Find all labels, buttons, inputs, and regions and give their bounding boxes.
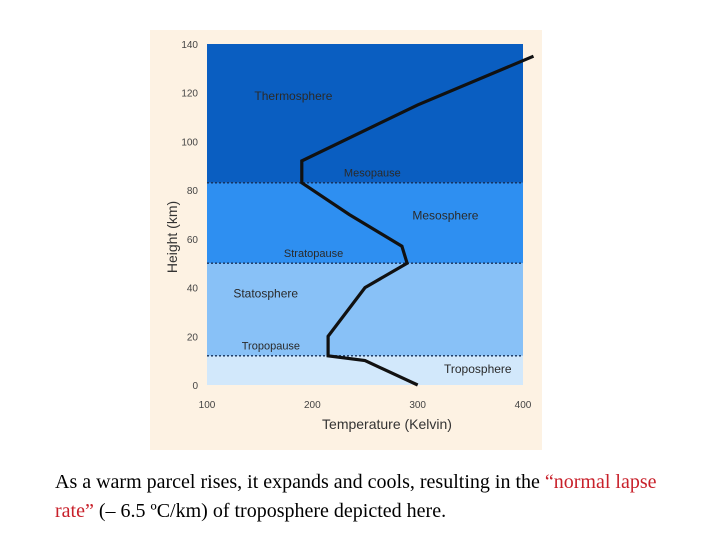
caption-text-end: (– 6.5 ºC/km) of troposphere depicted he… bbox=[93, 500, 447, 522]
x-axis-label: Temperature (Kelvin) bbox=[322, 416, 452, 432]
layer-band-thermosphere bbox=[207, 44, 523, 183]
atmosphere-layers: Troposphere Statosphere Mesosphere Thermosp… bbox=[207, 44, 523, 385]
axis-ticks: 0 20 40 60 80 100 120 140 100 200 300 400 bbox=[181, 40, 531, 411]
y-axis-label: Height (km) bbox=[164, 201, 180, 273]
x-tick-label: 400 bbox=[515, 400, 532, 411]
y-tick-label: 60 bbox=[187, 235, 199, 246]
y-tick-label: 0 bbox=[192, 381, 198, 392]
layer-label-thermosphere: Thermosphere bbox=[254, 89, 332, 103]
x-tick-label: 100 bbox=[199, 400, 216, 411]
temperature-line bbox=[300, 54, 535, 387]
y-tick-label: 80 bbox=[187, 186, 199, 197]
caption-text-start: As a warm parcel rises, it expands and c… bbox=[55, 471, 545, 493]
boundary-label-mesopause: Mesopause bbox=[344, 168, 401, 180]
boundary-label-tropopause: Tropopause bbox=[242, 341, 300, 353]
caption: As a warm parcel rises, it expands and c… bbox=[55, 468, 695, 526]
x-tick-label: 200 bbox=[304, 400, 321, 411]
chart-svg: Troposphere Statosphere Mesosphere Thermosp… bbox=[150, 30, 542, 450]
layer-label-mesosphere: Mesosphere bbox=[412, 208, 478, 222]
boundary-label-stratopause: Stratopause bbox=[284, 248, 343, 260]
layer-label-statosphere: Statosphere bbox=[233, 286, 298, 300]
layer-band-statosphere bbox=[207, 263, 523, 356]
atmosphere-temperature-chart: Troposphere Statosphere Mesosphere Thermosp… bbox=[150, 30, 542, 450]
layer-label-troposphere: Troposphere bbox=[444, 362, 512, 376]
layer-boundaries: Tropopause Stratopause Mesopause bbox=[207, 168, 523, 357]
caption-highlight: “normal lapse rate” bbox=[55, 471, 657, 522]
temperature-profile bbox=[300, 54, 535, 387]
y-tick-label: 20 bbox=[187, 332, 199, 343]
y-tick-label: 140 bbox=[181, 40, 198, 51]
y-tick-label: 120 bbox=[181, 89, 198, 100]
y-tick-label: 100 bbox=[181, 137, 198, 148]
y-tick-label: 40 bbox=[187, 284, 199, 295]
x-tick-label: 300 bbox=[409, 400, 426, 411]
